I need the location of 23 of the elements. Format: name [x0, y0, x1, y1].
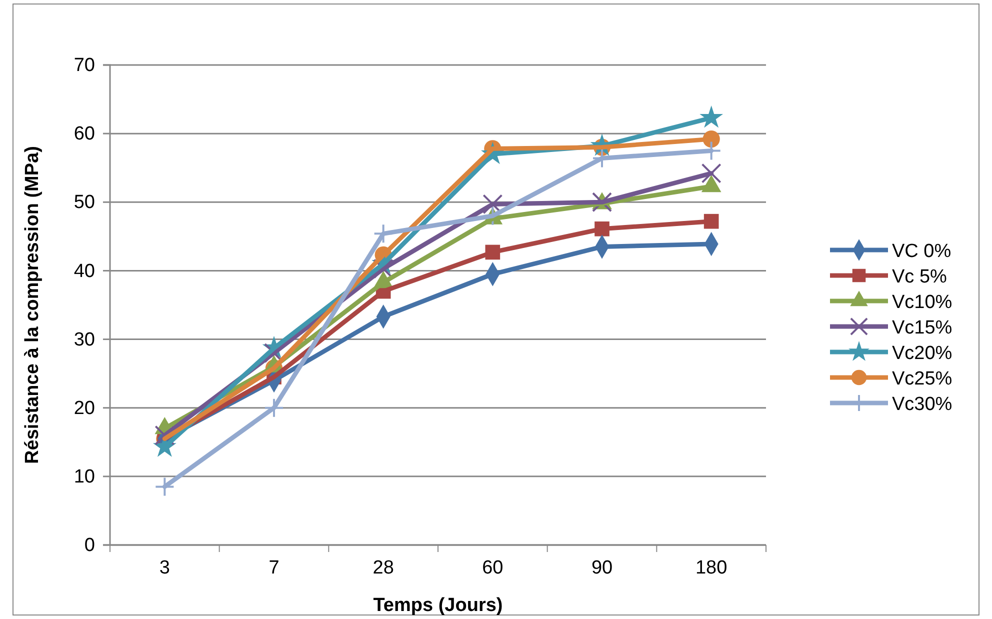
x-tick-label: 90 — [591, 557, 613, 578]
legend-label: Vc25% — [892, 368, 952, 390]
legend-label: Vc 5% — [892, 266, 948, 288]
legend-label: Vc20% — [892, 343, 952, 364]
y-tick-label: 20 — [74, 398, 95, 419]
y-tick-label: 10 — [74, 466, 95, 488]
y-tick-label: 70 — [74, 55, 95, 76]
y-tick-label: 60 — [74, 124, 95, 145]
y-tick-label: 50 — [74, 192, 95, 214]
y-tick-label: 40 — [74, 260, 95, 282]
legend-label: Vc30% — [892, 394, 952, 415]
x-tick-label: 60 — [482, 557, 504, 578]
x-tick-label: 3 — [159, 557, 170, 578]
x-axis-title: Temps (Jours) — [373, 595, 503, 616]
x-tick-label: 28 — [372, 557, 394, 578]
y-tick-label: 30 — [74, 329, 95, 350]
x-tick-label: 180 — [695, 557, 728, 578]
y-tick-label: 0 — [84, 535, 95, 556]
legend-label: Vc15% — [892, 318, 952, 338]
x-tick-label: 7 — [268, 557, 280, 578]
legend-label: VC 0% — [892, 241, 952, 262]
y-axis-title: Résistance à la compression (MPa) — [22, 146, 43, 464]
legend-label: Vc10% — [892, 292, 952, 313]
